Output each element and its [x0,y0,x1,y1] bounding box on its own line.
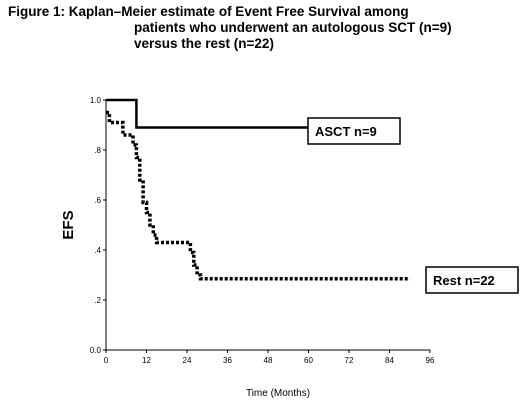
chart-series [106,98,410,281]
legend-box-asct: ASCT n=9 [307,117,401,145]
chart-title-line-2: patients who underwent an autologous SCT… [134,20,452,35]
y-tick-label: .6 [94,196,101,205]
y-tick-label: .4 [94,246,101,255]
series-asct-line [106,98,309,129]
series-rest-line [106,110,410,281]
x-tick-label: 48 [264,356,273,365]
x-tick-label: 84 [385,356,394,365]
x-tick-label: 12 [142,356,151,365]
x-tick-label: 60 [304,356,313,365]
chart-title-line-3: versus the rest (n=22) [134,36,274,51]
y-tick-label: 1.0 [90,96,102,105]
x-tick-label: 36 [223,356,232,365]
legend-label-asct: ASCT n=9 [315,124,377,139]
legend-box-asct-frame [307,117,401,145]
legend-box-rest: Rest n=22 [425,266,519,294]
x-tick-label: 0 [104,356,109,365]
y-axis-label: EFS [60,210,77,239]
legend-box-rest-frame [425,266,519,294]
chart-ticks: 0.0 .2 .4 .6 .8 1.0 0 12 24 36 48 60 72 84 96 [90,96,435,365]
x-tick-label: 72 [345,356,354,365]
chart-title-line-1: Figure 1: Kaplan–Meier estimate of Event… [8,4,409,19]
y-tick-label: .8 [94,146,101,155]
legend-label-rest: Rest n=22 [433,273,495,288]
x-axis-label: Time (Months) [246,388,310,399]
chart-title: Figure 1: Kaplan–Meier estimate of Event… [8,4,512,52]
y-tick-label: 0.0 [90,346,102,355]
x-tick-label: 24 [183,356,192,365]
x-tick-label: 96 [426,356,435,365]
y-tick-label: .2 [94,296,101,305]
